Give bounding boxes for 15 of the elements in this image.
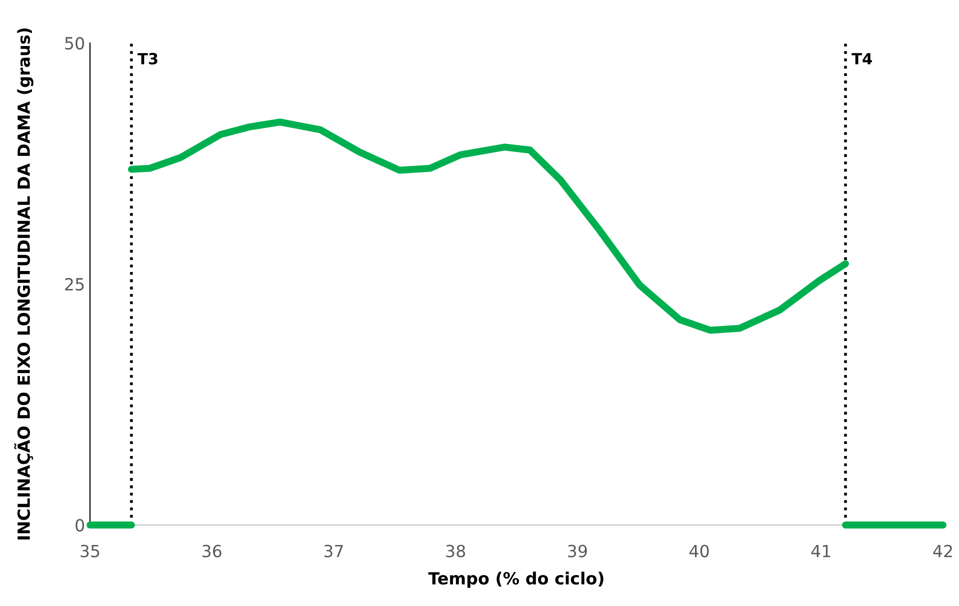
y-axis-title: INCLINAÇÃO DO EIXO LONGITUDINAL DA DAMA (graus)	[14, 28, 34, 540]
x-tick-label: 39	[568, 544, 587, 558]
y-tick-label: 0	[76, 518, 84, 532]
y-tick-label: 25	[65, 278, 84, 291]
x-tick-label: 40	[689, 544, 709, 558]
ref-line-label: T4	[852, 53, 872, 64]
x-tick-label: 35	[80, 544, 100, 558]
x-tick-label: 36	[202, 544, 222, 558]
x-tick-label: 41	[811, 544, 830, 558]
y-tick-label: 50	[65, 36, 84, 50]
x-axis-title: Tempo (% do ciclo)	[428, 572, 604, 588]
x-tick-label: 37	[324, 544, 343, 558]
ref-line-label: T3	[138, 52, 158, 64]
x-tick-label: 38	[446, 544, 466, 558]
x-tick-label: 42	[933, 544, 952, 558]
